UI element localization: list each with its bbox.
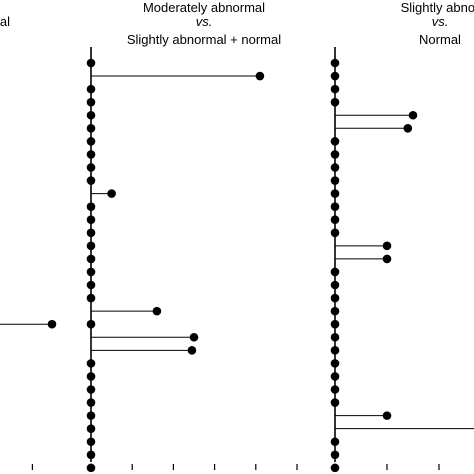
lollipop-dot xyxy=(330,450,340,460)
lollipop-dot xyxy=(86,293,96,303)
lollipop-dot xyxy=(330,372,340,381)
lollipop-dot xyxy=(330,346,340,355)
lollipop-dot xyxy=(330,202,340,211)
lollipop-dot xyxy=(107,189,116,198)
lollipop-dot xyxy=(330,97,340,107)
panel-title-line: Moderately abnormal xyxy=(143,0,265,15)
lollipop-dot xyxy=(330,228,340,238)
lollipop-dot xyxy=(86,202,96,211)
lollipop-dot xyxy=(86,97,96,107)
lollipop-dot xyxy=(330,437,340,447)
lollipop-dot xyxy=(330,84,340,94)
lollipop-dot xyxy=(86,228,96,238)
lollipop-dot xyxy=(382,241,392,251)
lollipop-dot xyxy=(86,411,96,420)
lollipop-dot xyxy=(330,150,340,159)
panel-title-line: vs. xyxy=(432,14,449,29)
lollipop-dot xyxy=(330,332,340,342)
lollipop-dot xyxy=(330,189,340,198)
lollipop-dot xyxy=(152,306,162,316)
lollipop-dot xyxy=(330,163,340,172)
lollipop-dot xyxy=(255,71,265,81)
lollipop-dot xyxy=(86,398,96,407)
lollipop-dot xyxy=(47,319,57,329)
lollipop-dot xyxy=(330,280,340,290)
lollipop-dot xyxy=(86,241,96,251)
lollipop-dot xyxy=(330,385,340,394)
lollipop-dot xyxy=(86,437,96,447)
lollipop-dot xyxy=(86,359,96,368)
panel-title-line: al xyxy=(0,14,10,29)
lollipop-dot xyxy=(86,215,96,225)
lollipop-dot xyxy=(382,411,392,420)
lollipop-dot xyxy=(330,176,340,185)
lollipop-dot xyxy=(403,124,413,133)
lollipop-dot xyxy=(86,110,96,120)
lollipop-dot xyxy=(408,110,418,120)
lollipop-dot xyxy=(330,215,340,225)
lollipop-dot xyxy=(86,267,96,277)
panel-title-line: Slightly abnor xyxy=(401,0,474,15)
lollipop-dot xyxy=(189,332,199,342)
lollipop-dot xyxy=(86,84,96,94)
lollipop-dot xyxy=(330,58,340,68)
panel-title-line: Normal xyxy=(419,32,461,47)
lollipop-dot xyxy=(86,319,96,329)
lollipop-dot xyxy=(330,306,340,316)
lollipop-dot xyxy=(86,58,96,68)
lollipop-dot xyxy=(86,163,96,172)
lollipop-dot xyxy=(382,254,392,264)
lollipop-dot xyxy=(330,267,340,277)
lollipop-dot xyxy=(330,463,340,473)
lollipop-dot xyxy=(330,359,340,368)
lollipop-dot xyxy=(330,293,340,303)
lollipop-dot xyxy=(86,137,96,146)
lollipop-dot xyxy=(86,385,96,394)
lollipop-dot xyxy=(86,450,96,460)
lollipop-dot xyxy=(86,280,96,290)
lollipop-dot xyxy=(86,176,96,185)
panel-title-line: vs. xyxy=(196,14,213,29)
lollipop-dot xyxy=(330,71,340,81)
lollipop-dot xyxy=(330,398,340,407)
panel-left: al xyxy=(0,14,57,470)
lollipop-dot xyxy=(330,319,340,329)
lollipop-dot xyxy=(86,372,96,381)
lollipop-dot xyxy=(86,150,96,159)
lollipop-dot xyxy=(330,137,340,146)
lollipop-dot xyxy=(86,124,96,133)
lollipop-dot xyxy=(86,424,96,433)
lollipop-dot xyxy=(187,346,197,355)
panel-title-line: Slightly abnormal + normal xyxy=(127,32,281,47)
lollipop-dot xyxy=(86,463,96,473)
lollipop-dot xyxy=(86,254,96,264)
